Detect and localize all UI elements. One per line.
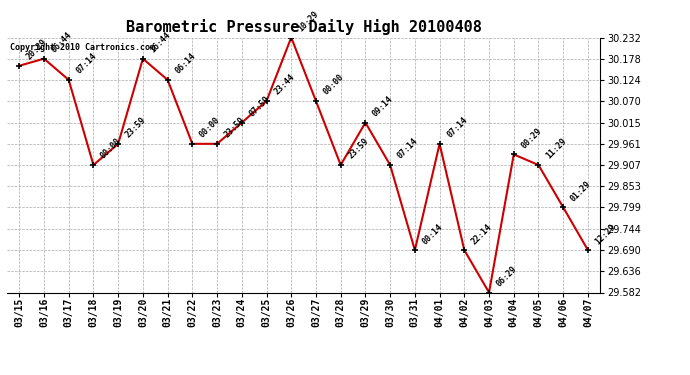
Text: 00:00: 00:00: [99, 137, 123, 161]
Text: 11:29: 11:29: [544, 137, 568, 161]
Text: 07:14: 07:14: [75, 52, 98, 76]
Text: 07:59: 07:59: [247, 94, 271, 118]
Title: Barometric Pressure Daily High 20100408: Barometric Pressure Daily High 20100408: [126, 19, 482, 35]
Text: 06:44: 06:44: [50, 30, 74, 54]
Text: 16:44: 16:44: [148, 30, 172, 54]
Text: 23:59: 23:59: [346, 137, 371, 161]
Text: 12:29: 12:29: [593, 222, 618, 246]
Text: Copyright 2010 Cartronics.com: Copyright 2010 Cartronics.com: [10, 43, 155, 52]
Text: 00:14: 00:14: [420, 222, 444, 246]
Text: 23:44: 23:44: [272, 73, 296, 97]
Text: 00:29: 00:29: [520, 126, 543, 150]
Text: 00:00: 00:00: [198, 116, 222, 140]
Text: 10:29: 10:29: [297, 9, 321, 33]
Text: 06:14: 06:14: [173, 52, 197, 76]
Text: 23:59: 23:59: [124, 116, 148, 140]
Text: 07:14: 07:14: [395, 137, 420, 161]
Text: 06:29: 06:29: [495, 264, 519, 288]
Text: 07:14: 07:14: [445, 116, 469, 140]
Text: 01:29: 01:29: [569, 179, 593, 203]
Text: 20:29: 20:29: [25, 38, 49, 62]
Text: 23:59: 23:59: [223, 116, 246, 140]
Text: 22:14: 22:14: [470, 222, 494, 246]
Text: 00:00: 00:00: [322, 73, 346, 97]
Text: 09:14: 09:14: [371, 94, 395, 118]
